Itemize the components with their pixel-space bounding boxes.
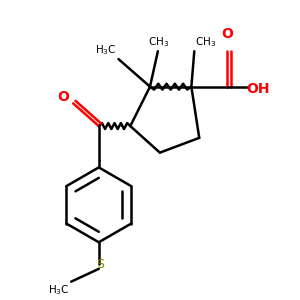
Text: $\mathsf{CH_3}$: $\mathsf{CH_3}$ [195,35,217,49]
Text: O: O [57,89,69,103]
Text: S: S [96,258,104,272]
Text: $\mathsf{H_3C}$: $\mathsf{H_3C}$ [48,284,69,297]
Text: $\mathsf{CH_3}$: $\mathsf{CH_3}$ [148,35,169,49]
Text: $\mathsf{H_3C}$: $\mathsf{H_3C}$ [95,43,116,57]
Text: OH: OH [247,82,270,96]
Text: O: O [221,27,233,41]
